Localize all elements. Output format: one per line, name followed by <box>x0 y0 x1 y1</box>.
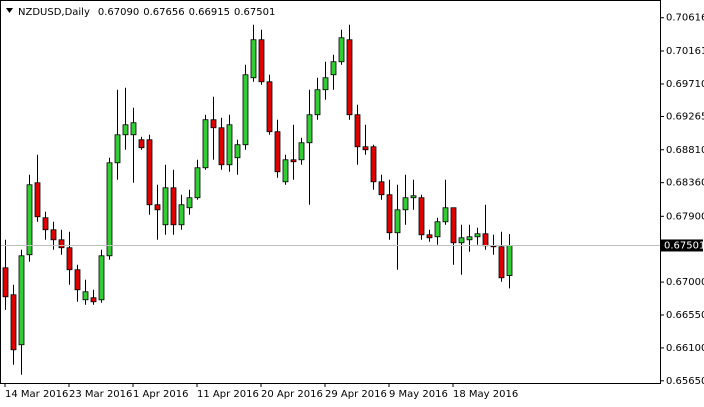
candle-body <box>58 239 65 249</box>
candle-body <box>250 39 257 79</box>
candle-body <box>426 234 433 239</box>
candle-body <box>26 184 33 256</box>
x-tick-label: 29 Apr 2016 <box>325 389 387 400</box>
x-tick-label: 20 Apr 2016 <box>261 389 323 400</box>
candle-body <box>170 187 177 226</box>
candle-body <box>242 74 249 146</box>
candle-body <box>442 207 449 223</box>
candle-body <box>162 187 169 226</box>
candle-body <box>82 291 89 301</box>
candle-body <box>178 204 185 226</box>
candle-body <box>90 297 97 303</box>
candle-body <box>154 204 161 211</box>
y-tick-label: 0.70161 <box>666 46 704 57</box>
x-tick-label: 18 May 2016 <box>453 389 518 400</box>
y-tick-label: 0.68360 <box>666 178 704 189</box>
candle-body <box>498 246 505 279</box>
candle-body <box>306 114 313 144</box>
candle-body <box>354 114 361 148</box>
y-tick-label: 0.67900 <box>666 211 704 222</box>
x-tick-label: 23 Mar 2016 <box>69 389 132 400</box>
candle-body <box>234 144 241 159</box>
candle-body <box>418 197 425 236</box>
ohlc-label: 0.67656 <box>143 7 184 18</box>
candle-body <box>314 89 321 116</box>
menu-arrow <box>6 8 13 13</box>
y-tick-label: 0.66550 <box>666 310 704 321</box>
candle-body <box>34 182 41 218</box>
candle-body <box>346 39 353 116</box>
candle-body <box>186 197 193 209</box>
candle-body <box>290 159 297 163</box>
candle-body <box>402 197 409 211</box>
candle-body <box>98 255 105 301</box>
candle-body <box>338 37 345 63</box>
candle-body <box>330 61 337 76</box>
candle-body <box>394 209 401 234</box>
candle-body <box>450 207 457 244</box>
candle-body <box>282 159 289 183</box>
candle-body <box>138 139 145 149</box>
candle-body <box>466 236 473 241</box>
x-tick-label: 1 Apr 2016 <box>133 389 188 400</box>
candle-body <box>434 221 441 238</box>
candle-body <box>66 247 73 271</box>
candle-body <box>506 245 513 276</box>
candle-body <box>474 233 481 238</box>
candle-body <box>202 119 209 169</box>
candle-body <box>362 146 369 151</box>
candle-body <box>298 142 305 161</box>
x-tick-label: 9 May 2016 <box>389 389 448 400</box>
candle-body <box>194 167 201 199</box>
y-tick-label: 0.67000 <box>666 277 704 288</box>
candle-body <box>210 119 217 129</box>
ohlc-label: 0.66915 <box>189 7 230 18</box>
candle-body <box>482 233 489 247</box>
plot-frame <box>0 0 661 384</box>
candle-body <box>2 267 9 298</box>
candle-body <box>386 194 393 234</box>
candle-body <box>122 124 129 136</box>
current-price-box <box>661 239 703 252</box>
y-tick-label: 0.69265 <box>666 111 704 122</box>
candle-body <box>18 255 25 346</box>
chart-title: NZDUSD,Daily <box>18 7 90 18</box>
candle-body <box>74 269 81 291</box>
candle-body <box>42 217 49 231</box>
candle-body <box>378 181 385 196</box>
candle-body <box>50 229 57 241</box>
ohlc-label: 0.67501 <box>234 7 275 18</box>
candle-body <box>218 127 225 166</box>
y-tick-label: 0.66100 <box>666 343 704 354</box>
x-tick-label: 11 Apr 2016 <box>197 389 259 400</box>
candle-body <box>130 122 137 136</box>
y-tick-label: 0.65650 <box>666 376 704 387</box>
candle-body <box>106 162 113 257</box>
candle-body <box>258 39 265 83</box>
candle-body <box>266 81 273 133</box>
candle-body <box>226 124 233 166</box>
current-price-label: 0.67501 <box>664 240 704 251</box>
x-tick-label: 14 Mar 2016 <box>5 389 68 400</box>
candle-body <box>114 134 121 164</box>
ohlc-label: 0.67090 <box>98 7 139 18</box>
candle-body <box>410 195 417 199</box>
candle-body <box>10 294 17 351</box>
candle-body <box>322 77 329 91</box>
y-tick-label: 0.70616 <box>666 13 704 24</box>
y-tick-label: 0.69710 <box>666 79 704 90</box>
candle-body <box>458 237 465 244</box>
candle-body <box>274 131 281 173</box>
y-tick-label: 0.68810 <box>666 145 704 156</box>
candle-body <box>146 139 153 206</box>
candle-body <box>370 146 377 183</box>
